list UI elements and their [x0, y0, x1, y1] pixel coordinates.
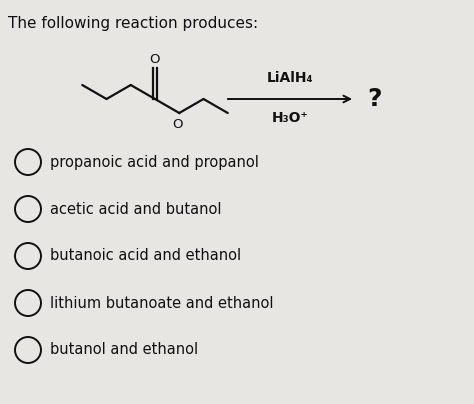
Text: H₃O⁺: H₃O⁺ — [272, 111, 309, 125]
Text: propanoic acid and propanol: propanoic acid and propanol — [50, 154, 259, 170]
Circle shape — [15, 290, 41, 316]
Text: O: O — [172, 118, 182, 131]
Text: butanoic acid and ethanol: butanoic acid and ethanol — [50, 248, 241, 263]
Text: ?: ? — [368, 87, 382, 111]
Text: acetic acid and butanol: acetic acid and butanol — [50, 202, 221, 217]
Text: LiAlH₄: LiAlH₄ — [267, 71, 313, 85]
Text: The following reaction produces:: The following reaction produces: — [8, 16, 258, 31]
Circle shape — [15, 149, 41, 175]
Circle shape — [15, 196, 41, 222]
Circle shape — [15, 243, 41, 269]
Text: O: O — [150, 53, 160, 66]
Text: butanol and ethanol: butanol and ethanol — [50, 343, 198, 358]
Circle shape — [15, 337, 41, 363]
Text: lithium butanoate and ethanol: lithium butanoate and ethanol — [50, 295, 273, 311]
